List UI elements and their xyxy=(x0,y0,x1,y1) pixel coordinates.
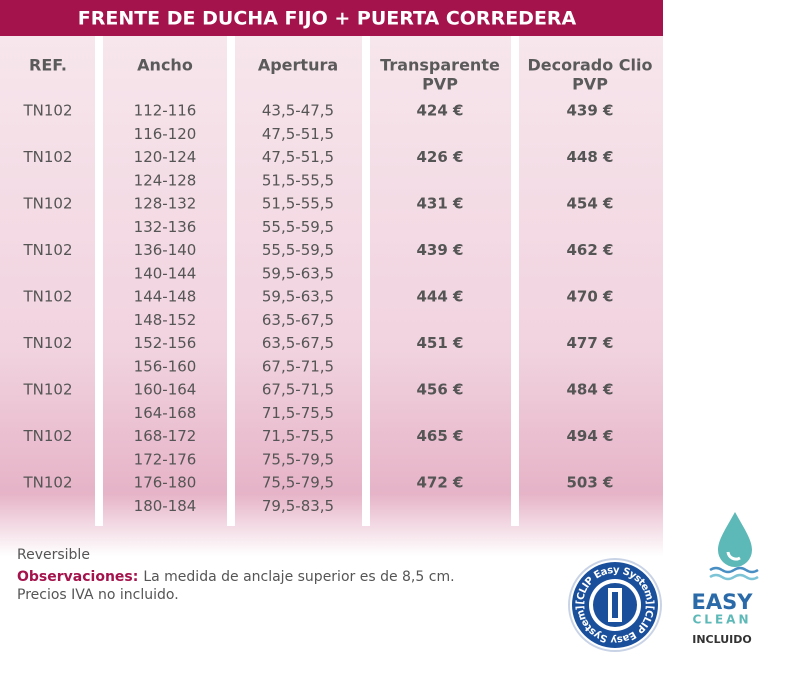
apertura-cell: 75,5-79,5 xyxy=(262,474,334,492)
apertura-cell: 55,5-59,5 xyxy=(262,241,334,259)
ancho-cell: 124-128 xyxy=(134,171,197,189)
price-transparente: 472 € xyxy=(417,474,464,492)
column-header: REF. xyxy=(29,56,67,75)
price-decorado: 454 € xyxy=(567,195,614,213)
observaciones-text: La medida de anclaje superior es de 8,5 … xyxy=(143,569,454,585)
column-separators xyxy=(95,36,519,526)
ancho-cell: 136-140 xyxy=(134,241,197,259)
column-header: Apertura xyxy=(258,56,338,75)
ancho-cell: 120-124 xyxy=(134,148,197,166)
price-decorado: 503 € xyxy=(567,474,614,492)
ref-cell: TN102 xyxy=(22,241,72,259)
ancho-cell: 172-176 xyxy=(134,450,197,468)
apertura-cell: 59,5-63,5 xyxy=(262,264,334,282)
price-decorado: 462 € xyxy=(567,241,614,259)
apertura-cell: 63,5-67,5 xyxy=(262,334,334,352)
note-observaciones: Observaciones: La medida de anclaje super… xyxy=(17,569,455,585)
price-decorado: 439 € xyxy=(567,102,614,120)
ancho-cell: 180-184 xyxy=(134,497,197,515)
column-header: Transparente xyxy=(380,56,500,75)
ref-cell: TN102 xyxy=(22,427,72,445)
price-transparente: 456 € xyxy=(417,381,464,399)
apertura-cell: 47,5-51,5 xyxy=(262,148,334,166)
ancho-cell: 140-144 xyxy=(134,264,197,282)
ref-cell: TN102 xyxy=(22,102,72,120)
ancho-cell: 144-148 xyxy=(134,288,197,306)
ancho-cell: 128-132 xyxy=(134,195,197,213)
apertura-cell: 59,5-63,5 xyxy=(262,288,334,306)
column-header: Ancho xyxy=(137,56,193,75)
clean-text: CLEAN xyxy=(693,613,752,627)
easy-text: EASY xyxy=(692,590,754,614)
price-transparente: 424 € xyxy=(417,102,464,120)
ref-cell: TN102 xyxy=(22,195,72,213)
price-decorado: 494 € xyxy=(567,427,614,445)
apertura-cell: 51,5-55,5 xyxy=(262,195,334,213)
observaciones-label: Observaciones: xyxy=(17,569,138,585)
table: REF. Ancho Apertura TransparentePVPDecorado… xyxy=(22,56,652,515)
price-transparente: 439 € xyxy=(417,241,464,259)
apertura-cell: 55,5-59,5 xyxy=(262,218,334,236)
price-transparente: 431 € xyxy=(417,195,464,213)
apertura-cell: 75,5-79,5 xyxy=(262,450,334,468)
ancho-cell: 164-168 xyxy=(134,404,197,422)
table-background xyxy=(0,36,663,556)
price-decorado: 470 € xyxy=(567,288,614,306)
ref-cell: TN102 xyxy=(22,288,72,306)
title: FRENTE DE DUCHA FIJO + PUERTA CORREDERA xyxy=(78,8,577,30)
ref-cell: TN102 xyxy=(22,381,72,399)
ancho-cell: 168-172 xyxy=(134,427,197,445)
ancho-cell: 116-120 xyxy=(134,125,197,143)
apertura-cell: 51,5-55,5 xyxy=(262,171,334,189)
apertura-cell: 79,5-83,5 xyxy=(262,497,334,515)
ancho-cell: 112-116 xyxy=(134,102,197,120)
column-header: Decorado Clio xyxy=(527,56,652,75)
column-header: PVP xyxy=(572,75,608,94)
price-transparente: 426 € xyxy=(417,148,464,166)
apertura-cell: 63,5-67,5 xyxy=(262,311,334,329)
ancho-cell: 160-164 xyxy=(134,381,197,399)
note-reversible: Reversible xyxy=(17,547,90,563)
ref-cell: TN102 xyxy=(22,334,72,352)
ref-cell: TN102 xyxy=(22,148,72,166)
easy-clean-logo: EASY CLEAN INCLUIDO xyxy=(692,512,759,646)
ancho-cell: 176-180 xyxy=(134,474,197,492)
price-decorado: 484 € xyxy=(567,381,614,399)
price-decorado: 477 € xyxy=(567,334,614,352)
price-transparente: 465 € xyxy=(417,427,464,445)
price-transparente: 444 € xyxy=(417,288,464,306)
ancho-cell: 148-152 xyxy=(134,311,197,329)
apertura-cell: 67,5-71,5 xyxy=(262,357,334,375)
price-decorado: 448 € xyxy=(567,148,614,166)
clip-badge: [CLIP Easy System] [CLIP Easy System] xyxy=(568,558,662,652)
column-header: PVP xyxy=(422,75,458,94)
price-transparente: 451 € xyxy=(417,334,464,352)
ancho-cell: 152-156 xyxy=(134,334,197,352)
ancho-cell: 156-160 xyxy=(134,357,197,375)
apertura-cell: 43,5-47,5 xyxy=(262,102,334,120)
note-precios: Precios IVA no incluido. xyxy=(17,587,179,603)
apertura-cell: 71,5-75,5 xyxy=(262,427,334,445)
title-bar xyxy=(0,0,663,36)
ancho-cell: 132-136 xyxy=(134,218,197,236)
incluido-text: INCLUIDO xyxy=(692,633,752,646)
ref-cell: TN102 xyxy=(22,474,72,492)
apertura-cell: 47,5-51,5 xyxy=(262,125,334,143)
apertura-cell: 71,5-75,5 xyxy=(262,404,334,422)
apertura-cell: 67,5-71,5 xyxy=(262,381,334,399)
